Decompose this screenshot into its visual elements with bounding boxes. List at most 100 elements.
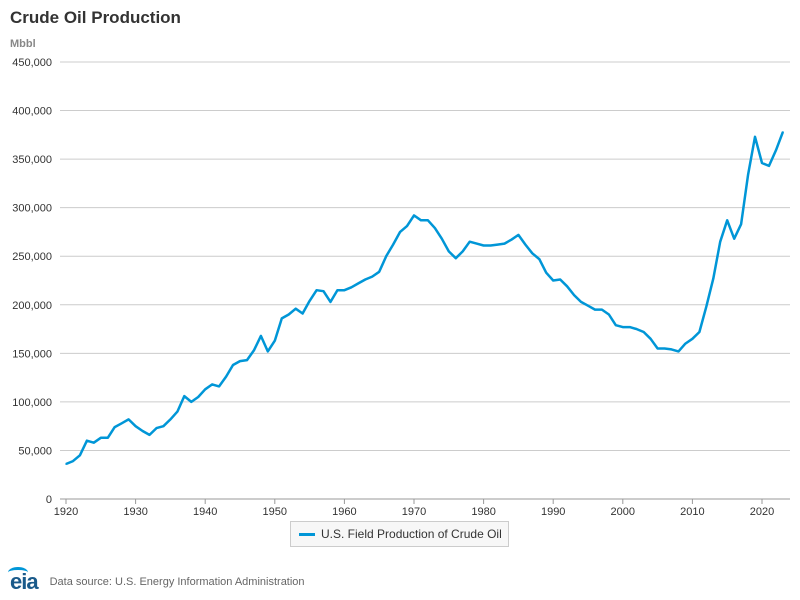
data-point xyxy=(712,277,715,280)
data-point xyxy=(343,289,346,292)
data-point xyxy=(475,242,478,245)
y-tick-label: 200,000 xyxy=(12,300,52,312)
data-point xyxy=(461,250,464,253)
chart-title: Crude Oil Production xyxy=(10,8,181,27)
data-point xyxy=(608,313,610,316)
data-point xyxy=(740,223,742,225)
data-point xyxy=(656,347,659,350)
data-point xyxy=(134,425,137,428)
data-point xyxy=(308,300,311,302)
data-point xyxy=(594,308,596,311)
data-point xyxy=(287,313,290,316)
data-point xyxy=(726,219,728,222)
data-point xyxy=(267,350,269,353)
gridlines xyxy=(60,61,790,500)
data-point xyxy=(524,243,527,246)
data-point xyxy=(406,225,408,227)
data-point xyxy=(733,237,735,240)
data-point xyxy=(705,305,708,308)
x-tick-label: 1920 xyxy=(54,506,78,518)
data-point xyxy=(197,396,199,398)
data-point xyxy=(65,463,67,465)
data-point xyxy=(587,304,589,307)
data-point xyxy=(691,338,694,340)
data-point xyxy=(642,331,645,333)
data-point xyxy=(79,454,81,457)
data-point xyxy=(531,252,534,255)
data-point xyxy=(635,328,638,330)
data-point xyxy=(747,173,749,176)
y-tick-label: 350,000 xyxy=(12,154,52,166)
data-point xyxy=(670,348,673,351)
y-tick-label: 50,000 xyxy=(18,445,52,457)
data-point xyxy=(649,338,652,340)
data-point xyxy=(322,290,325,293)
y-axis-label: Mbbl xyxy=(10,38,36,50)
data-point xyxy=(239,360,241,362)
data-point xyxy=(559,278,561,281)
data-point xyxy=(274,339,276,342)
data-point xyxy=(141,430,144,432)
data-point xyxy=(385,255,388,257)
axes: 0 50,000 100,000 150,000 200,000 250,000 300,0… xyxy=(10,38,774,518)
data-point xyxy=(364,278,367,281)
x-tick-label: 2000 xyxy=(611,506,635,518)
data-point xyxy=(538,258,541,260)
data-point xyxy=(761,162,763,164)
data-point xyxy=(775,149,777,152)
data-point xyxy=(357,282,360,285)
data-point xyxy=(441,237,443,240)
data-point xyxy=(260,335,262,337)
data-point xyxy=(399,231,401,233)
data-point xyxy=(162,425,165,428)
y-tick-label: 400,000 xyxy=(12,106,52,118)
data-point xyxy=(183,395,186,397)
data-point xyxy=(482,244,485,247)
data-point xyxy=(782,131,784,133)
x-tick-label: 1930 xyxy=(123,506,147,518)
x-tick-label: 1990 xyxy=(541,506,565,518)
data-point xyxy=(329,301,332,303)
data-point xyxy=(420,219,422,222)
legend[interactable]: U.S. Field Production of Crude Oil xyxy=(290,521,509,547)
data-point xyxy=(86,439,88,442)
x-tick-label: 1950 xyxy=(263,506,287,518)
data-point xyxy=(510,238,513,241)
x-tick-label: 2020 xyxy=(750,506,774,518)
data-point xyxy=(225,375,227,378)
data-point xyxy=(169,418,172,421)
data-point xyxy=(218,385,220,388)
data-point xyxy=(552,279,554,282)
data-point xyxy=(294,307,297,310)
data-point xyxy=(580,301,582,303)
data-point xyxy=(663,347,666,350)
data-point xyxy=(232,364,234,366)
data-point xyxy=(448,250,450,253)
data-point xyxy=(93,441,95,444)
data-point xyxy=(622,326,624,328)
data-point xyxy=(754,136,756,138)
data-point xyxy=(629,326,631,328)
y-tick-label: 300,000 xyxy=(12,203,52,215)
data-point xyxy=(350,286,353,289)
y-tick-label: 150,000 xyxy=(12,348,52,360)
data-point xyxy=(601,308,603,311)
data-point xyxy=(719,240,721,243)
x-tick-label: 1980 xyxy=(471,506,495,518)
data-point xyxy=(615,324,617,327)
data-point xyxy=(378,271,381,273)
data-point xyxy=(113,426,116,428)
x-tick-label: 1960 xyxy=(332,506,356,518)
data-point xyxy=(413,214,415,217)
data-point xyxy=(204,388,206,391)
y-tick-label: 250,000 xyxy=(12,251,52,263)
eia-logo: eia xyxy=(8,567,39,594)
data-point xyxy=(190,401,193,403)
data-point xyxy=(489,244,492,247)
y-tick-label: 450,000 xyxy=(12,57,52,69)
source-note: Data source: U.S. Energy Information Adm… xyxy=(49,576,305,588)
data-point xyxy=(301,312,304,315)
data-point xyxy=(72,460,74,462)
data-point xyxy=(468,240,471,243)
